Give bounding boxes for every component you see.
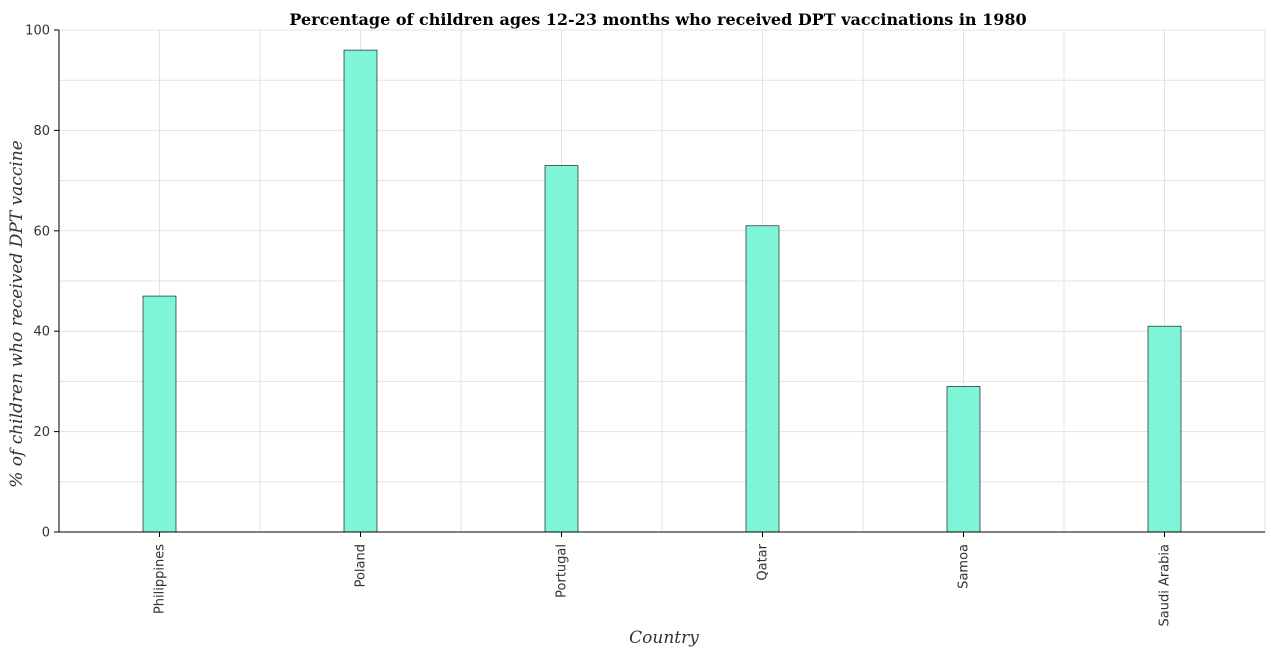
- x-axis-label: Country: [629, 628, 699, 648]
- bar-portugal: [544, 165, 579, 533]
- y-tick-label: 40: [33, 325, 50, 340]
- x-tick-label: Samoa: [957, 544, 972, 589]
- y-tick-label: 20: [33, 425, 50, 440]
- bar-saudi-arabia: [1147, 325, 1182, 533]
- tick-labels: 0 20 40 60 80 100 Philippines Poland Portugal Qat…: [25, 24, 1172, 627]
- y-tick-label: 80: [33, 124, 50, 139]
- x-tick-label: Portugal: [555, 544, 570, 598]
- bar-qatar: [745, 225, 780, 533]
- x-tick-label: Philippines: [153, 544, 168, 614]
- axes: [54, 29, 1265, 537]
- y-axis-label: % of children who received DPT vaccine: [7, 140, 27, 488]
- bar-philippines: [142, 295, 177, 533]
- y-tick-label: 100: [25, 24, 50, 39]
- bar-poland: [343, 49, 378, 533]
- y-tick-label: 0: [42, 526, 50, 541]
- chart-title: Percentage of children ages 12-23 months…: [289, 10, 1026, 29]
- x-tick-label: Poland: [354, 544, 369, 587]
- bars: [142, 49, 1182, 533]
- x-tick-label: Qatar: [756, 543, 771, 580]
- y-tick-label: 60: [33, 224, 50, 239]
- x-tick-label: Saudi Arabia: [1158, 544, 1173, 627]
- grid: [58, 29, 1266, 533]
- bar-samoa: [946, 386, 981, 533]
